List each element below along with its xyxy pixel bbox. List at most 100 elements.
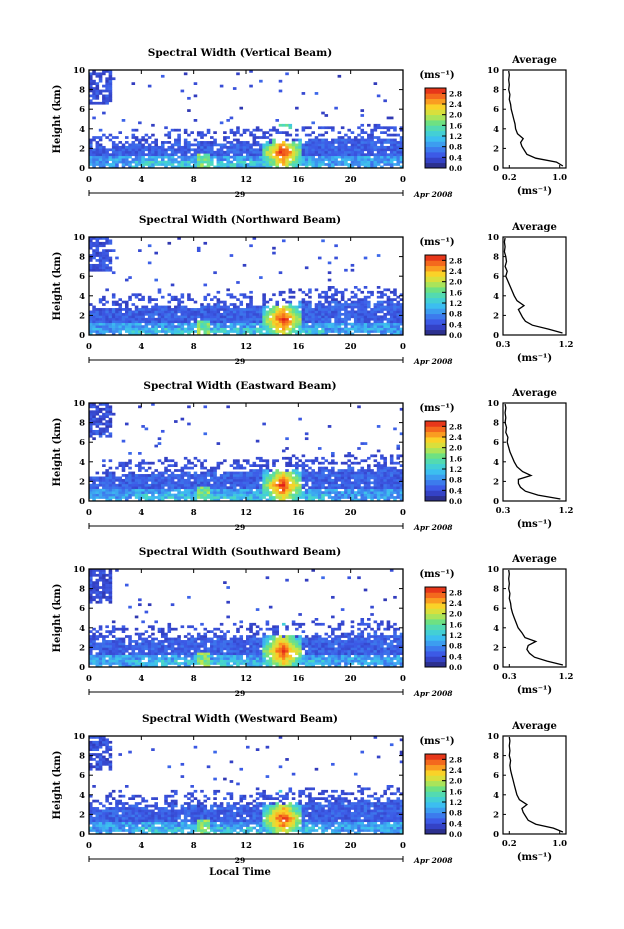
heatmap-cell	[89, 491, 93, 494]
heatmap-cell	[268, 478, 273, 482]
heatmap-cell	[272, 491, 276, 494]
heatmap-cell	[111, 136, 116, 139]
heatmap-cell	[246, 478, 250, 482]
heatmap-cell	[236, 138, 240, 142]
heatmap-cell	[219, 622, 224, 626]
heatmap-cell	[268, 145, 273, 149]
heatmap-cell	[177, 491, 181, 494]
heatmap-cell	[157, 481, 162, 485]
heatmap-cell	[295, 464, 299, 467]
heatmap-cell	[157, 163, 162, 166]
heatmap-cell	[128, 461, 132, 465]
heatmap-cell	[380, 478, 384, 482]
heatmap-cell	[164, 320, 168, 324]
heatmap-cell	[360, 312, 365, 316]
heatmap-cell	[183, 131, 188, 134]
heatmap-cell	[98, 600, 103, 604]
heatmap-cell	[105, 300, 109, 304]
heatmap-cell	[298, 417, 302, 421]
heatmap-cell	[144, 630, 149, 633]
heatmap-cell	[396, 447, 401, 450]
heatmap-cell	[334, 310, 338, 314]
heatmap-cell	[105, 315, 109, 319]
heatmap-cell	[373, 141, 378, 144]
heatmap-cell	[334, 461, 338, 465]
heatmap-cell	[193, 312, 198, 316]
heatmap-cell	[89, 327, 93, 331]
heatmap-cell	[278, 325, 283, 328]
heatmap-cell	[396, 469, 401, 472]
heatmap-cell	[174, 474, 178, 477]
heatmap-cell	[288, 303, 293, 306]
heatmap-cell	[108, 632, 113, 636]
heatmap-cell	[393, 141, 397, 144]
heatmap-cell	[308, 476, 312, 480]
heatmap-cell	[370, 488, 374, 492]
heatmap-cell	[98, 644, 103, 648]
heatmap-cell	[370, 148, 374, 152]
heatmap-cell	[226, 640, 230, 643]
heatmap-cell	[131, 654, 136, 658]
heatmap-cell	[298, 317, 302, 321]
heatmap-cell	[219, 160, 224, 164]
heatmap-cell	[259, 320, 263, 324]
heatmap-cell	[324, 317, 329, 321]
heatmap-cell	[317, 469, 322, 472]
heatmap-cell	[196, 308, 201, 311]
heatmap-cell	[268, 486, 273, 490]
heatmap-cell	[174, 150, 178, 154]
heatmap-cell	[353, 496, 358, 499]
heatmap-cell	[262, 131, 266, 134]
heatmap-cell	[383, 483, 387, 487]
heatmap-cell	[206, 647, 211, 651]
heatmap-cell	[147, 160, 152, 164]
heatmap-cell	[102, 150, 106, 154]
heatmap-cell	[177, 493, 181, 497]
heatmap-cell	[154, 664, 158, 668]
heatmap-cell	[298, 288, 302, 292]
heatmap-cell	[206, 305, 211, 309]
heatmap-cell	[396, 308, 401, 311]
heatmap-cell	[121, 312, 126, 316]
heatmap-cell	[92, 571, 96, 575]
heatmap-cell	[350, 290, 355, 294]
heatmap-cell	[262, 293, 266, 297]
heatmap-cell	[89, 87, 93, 90]
heatmap-cell	[226, 312, 230, 316]
heatmap-cell	[226, 662, 230, 665]
heatmap-cell	[304, 476, 309, 480]
heatmap-cell	[265, 300, 270, 304]
heatmap-cell	[138, 327, 142, 331]
heatmap-cell	[301, 322, 306, 326]
heatmap-cell	[229, 498, 234, 502]
heatmap-cell	[206, 664, 211, 668]
heatmap-cell	[331, 471, 335, 475]
heatmap-cell	[242, 330, 247, 333]
heatmap-cell	[164, 153, 168, 157]
average-y-tick-label: 2	[493, 311, 499, 321]
heatmap-cell	[399, 308, 404, 311]
heatmap-cell	[357, 315, 361, 319]
heatmap-cell	[383, 474, 387, 477]
heatmap-cell	[98, 427, 103, 431]
heatmap-cell	[259, 163, 263, 166]
heatmap-cell	[281, 322, 286, 326]
heatmap-cell	[151, 320, 155, 324]
heatmap-cell	[105, 434, 109, 438]
heatmap-cell	[236, 627, 240, 631]
heatmap-cell	[183, 456, 188, 460]
heatmap-cell	[206, 150, 211, 154]
heatmap-cell	[105, 583, 109, 587]
heatmap-cell	[170, 325, 175, 328]
x-tick-label: 20	[345, 175, 357, 185]
heatmap-cell	[102, 593, 106, 597]
heatmap-cell	[210, 330, 214, 333]
x-tick-label: 8	[191, 175, 197, 185]
heatmap-cell	[347, 469, 351, 472]
heatmap-cell	[331, 325, 335, 328]
heatmap-cell	[213, 295, 217, 299]
heatmap-cell	[331, 496, 335, 499]
heatmap-cell	[262, 464, 266, 467]
heatmap-cell	[177, 327, 181, 331]
heatmap-cell	[157, 649, 162, 653]
